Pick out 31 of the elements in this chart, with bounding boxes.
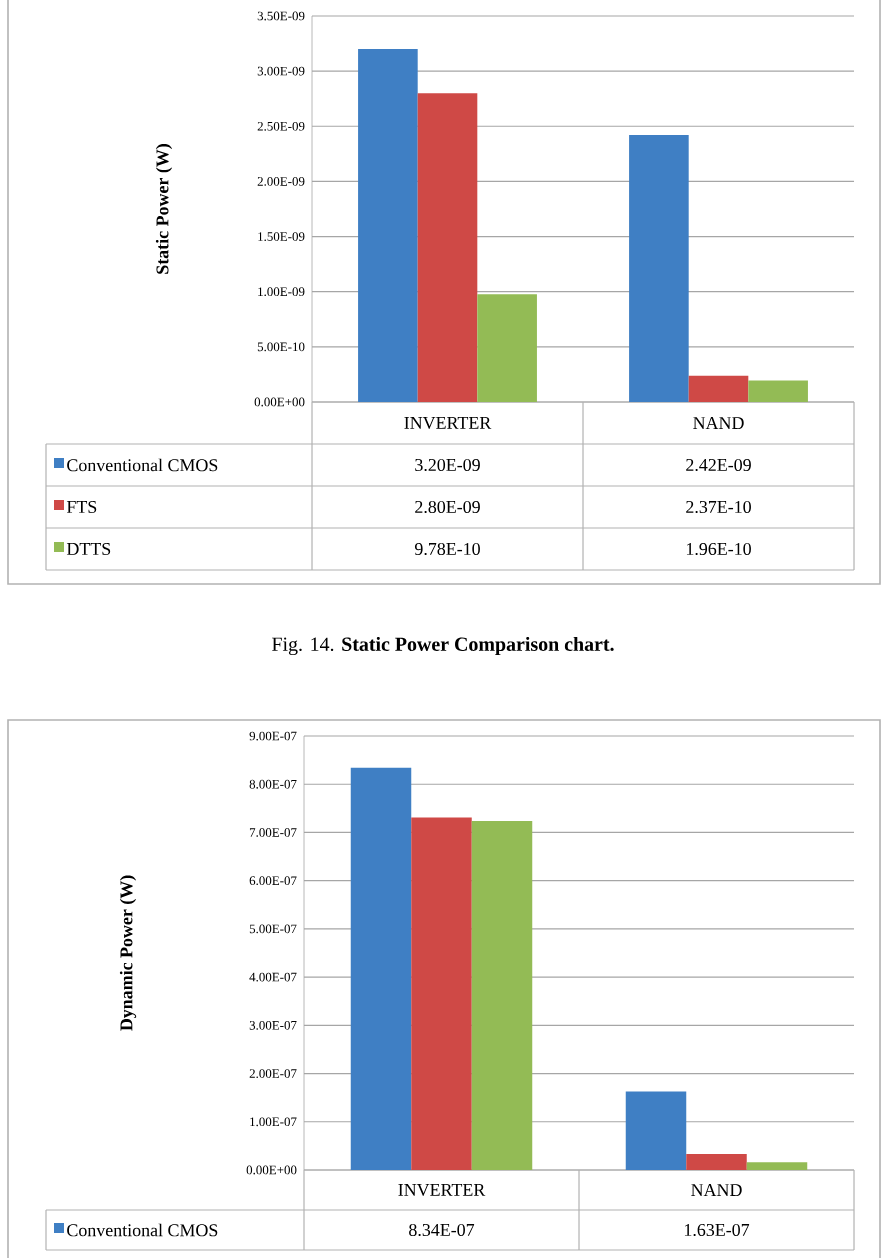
y-axis-title: Dynamic Power (W) [119, 875, 137, 1031]
data-label: 2.80E-09 [415, 500, 480, 514]
bar [686, 1154, 747, 1170]
data-label: 1.63E-07 [684, 1223, 750, 1237]
data-label: 1.96E-10 [686, 542, 751, 556]
bar [629, 135, 689, 402]
y-axis-title: Static Power (W) [155, 144, 173, 274]
caption: Fig. 14. Static Power Comparison chart. [272, 636, 614, 656]
bar [625, 1091, 687, 1170]
legend-label: FTS [66, 500, 97, 514]
bar [477, 294, 537, 402]
data-label: 3.20E-09 [415, 458, 480, 472]
x-tick-label: NAND [691, 1184, 742, 1196]
data-label: 8.34E-07 [409, 1223, 475, 1237]
data-label: 9.78E-10 [414, 542, 480, 556]
bar [350, 767, 412, 1170]
bar [358, 49, 418, 402]
x-tick-label: INVERTER [404, 416, 492, 430]
bar [471, 820, 533, 1170]
x-tick-label: NAND [693, 417, 744, 429]
bar [748, 380, 808, 402]
bar [688, 375, 749, 402]
data-label: 2.37E-10 [686, 500, 751, 514]
legend-label: Conventional CMOS [67, 458, 218, 472]
data-label: 2.42E-09 [686, 458, 751, 472]
bar [417, 93, 478, 402]
bar [746, 1162, 808, 1170]
legend-label: DTTS [66, 542, 111, 556]
legend-label: Conventional CMOS [67, 1223, 218, 1237]
x-tick-label: INVERTER [398, 1183, 486, 1197]
bar [411, 817, 472, 1170]
